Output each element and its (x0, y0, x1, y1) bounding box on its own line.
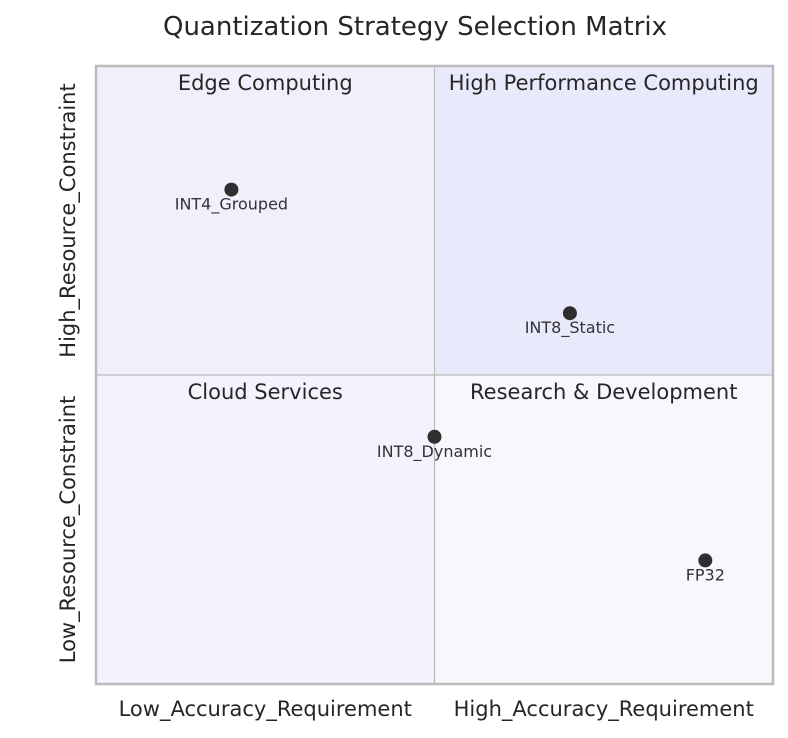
data-point (427, 429, 442, 444)
quadrant-label-research-development: Research & Development (470, 380, 737, 404)
data-point-label: INT4_Grouped (175, 195, 288, 215)
data-point (698, 553, 713, 568)
quadrant-label-edge-computing: Edge Computing (178, 71, 353, 95)
y-axis-label-high: High_Resource_Constraint (56, 83, 81, 357)
data-point-label: INT8_Dynamic (377, 442, 492, 462)
quadrant-top-left (96, 66, 435, 375)
x-axis-label-low: Low_Accuracy_Requirement (119, 697, 412, 722)
x-axis-label-high: High_Accuracy_Requirement (454, 697, 754, 722)
quadrant-top-right (434, 66, 773, 375)
quadrant-label-high-performance-computing: High Performance Computing (449, 71, 759, 95)
data-points: INT4_Grouped INT8_Static INT8_Dynamic FP32 (175, 182, 725, 584)
plot-frame (94, 64, 775, 686)
data-point-label: INT8_Static (525, 318, 615, 338)
quadrant-bottom-left (96, 375, 435, 684)
data-point (562, 306, 577, 321)
quadrant-bottom-right (434, 375, 773, 684)
data-point-label: FP32 (686, 565, 725, 584)
quadrant-label-cloud-services: Cloud Services (188, 380, 343, 404)
data-point (224, 182, 239, 197)
chart-title: Quantization Strategy Selection Matrix (163, 12, 667, 42)
y-axis-label-low: Low_Resource_Constraint (56, 396, 81, 664)
